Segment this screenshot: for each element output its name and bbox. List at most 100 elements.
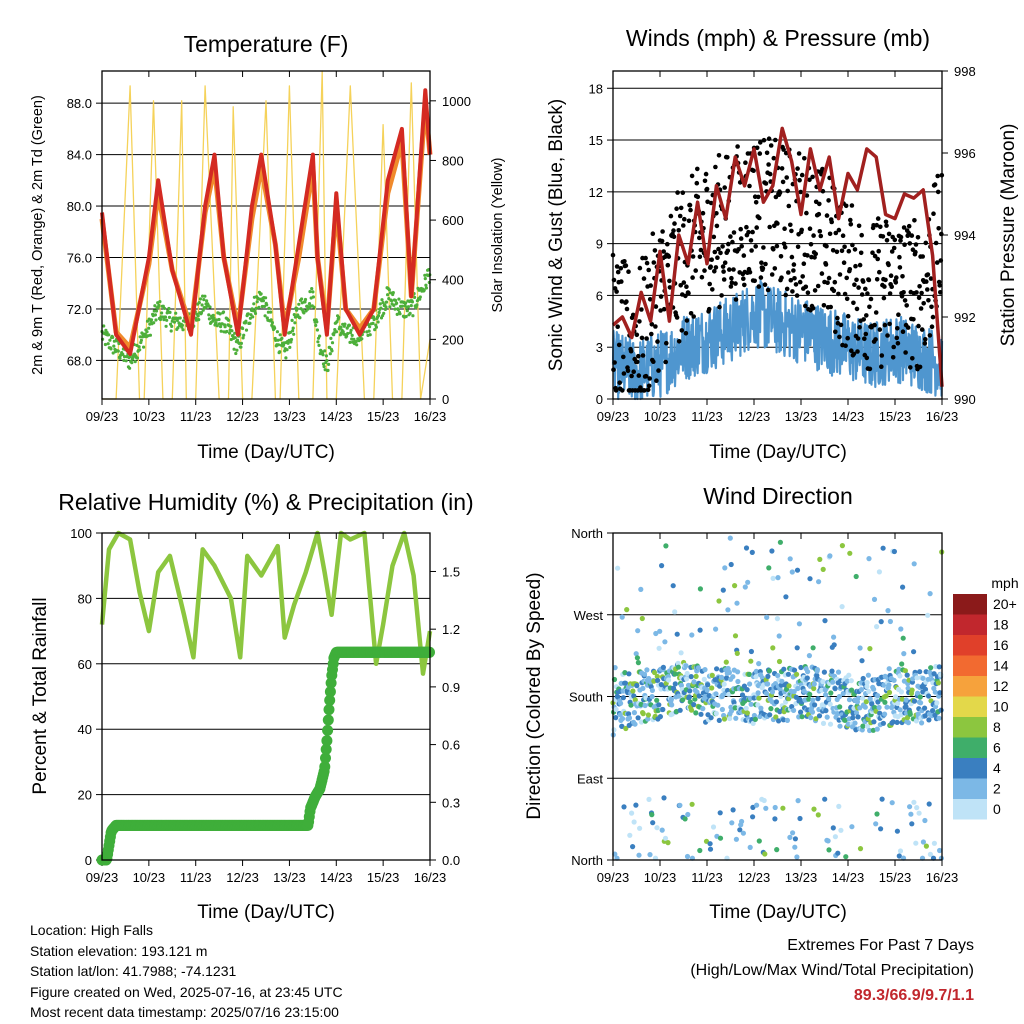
- x-tick-label: 10/23: [133, 409, 166, 424]
- legend-label: 0: [993, 801, 1001, 817]
- temperature-panel: Temperature (F) 68.0 72.0 76.0 80.0 84.0 88.0…: [30, 31, 506, 463]
- dewpoint-point: [329, 336, 333, 340]
- dewpoint-point: [372, 315, 376, 319]
- direction-point: [732, 633, 739, 639]
- gust-point: [864, 355, 870, 361]
- gust-point: [640, 353, 646, 358]
- gust-point: [643, 255, 648, 261]
- gust-point: [757, 215, 762, 221]
- dewpoint-point: [269, 310, 273, 314]
- dewpoint-point: [172, 320, 177, 324]
- x-tick-label: 12/23: [226, 409, 259, 424]
- direction-point: [830, 825, 836, 831]
- dewpoint-point: [214, 321, 218, 325]
- y-right-tick-label: 990: [954, 392, 976, 407]
- gust-point: [658, 294, 664, 299]
- y-right-tick-label: 0.9: [442, 680, 460, 695]
- gust-point: [624, 299, 629, 304]
- direction-point: [911, 561, 917, 567]
- dewpoint-point: [422, 288, 426, 292]
- direction-point: [867, 727, 873, 734]
- gust-point: [652, 248, 658, 253]
- gust-point: [891, 245, 897, 251]
- humidity-title: Relative Humidity (%) & Precipitation (i…: [58, 489, 473, 515]
- dewpoint-point: [410, 300, 414, 304]
- direction-point: [865, 672, 872, 678]
- dewpoint-point: [248, 316, 252, 320]
- gust-point: [896, 312, 901, 318]
- dewpoint-point: [321, 362, 326, 366]
- direction-point: [869, 701, 875, 707]
- direction-point: [846, 697, 853, 703]
- direction-point: [846, 672, 852, 678]
- y-tick-label: West: [574, 608, 604, 623]
- humidity-line: [99, 530, 433, 676]
- dewpoint-point: [231, 334, 235, 338]
- direction-point: [874, 624, 880, 630]
- gust-point: [703, 171, 709, 177]
- gust-point: [716, 153, 722, 158]
- dewpoint-point: [292, 313, 296, 317]
- gust-point: [731, 230, 737, 235]
- gust-point: [807, 177, 812, 183]
- dewpoint-point: [266, 310, 270, 314]
- direction-point: [826, 696, 832, 702]
- y-tick-label: 18: [589, 81, 603, 96]
- dewpoint-point: [112, 344, 116, 348]
- dewpoint-point: [254, 306, 258, 310]
- direction-point: [922, 817, 928, 824]
- gust-point: [759, 260, 764, 266]
- gust-point: [875, 256, 880, 262]
- gust-point: [729, 280, 735, 286]
- recent-timestamp: Most recent data timestamp: 2025/07/16 2…: [30, 1004, 339, 1020]
- y-right-tick-label: 998: [954, 64, 976, 79]
- direction-point: [676, 693, 682, 699]
- dewpoint-point: [265, 303, 269, 307]
- gust-point: [763, 261, 768, 267]
- gust-point: [773, 137, 778, 143]
- dewpoint-point: [278, 333, 282, 337]
- dewpoint-point: [157, 303, 161, 308]
- direction-point: [925, 676, 931, 682]
- gust-point: [898, 238, 903, 243]
- direction-point: [831, 642, 837, 648]
- gust-point: [905, 325, 911, 330]
- winds-ylabel-right: Station Pressure (Maroon): [998, 124, 1019, 347]
- direction-point: [672, 609, 678, 615]
- y-tick-label: 6: [596, 288, 603, 303]
- gust-point: [617, 380, 622, 386]
- direction-point: [899, 696, 905, 702]
- direction-point: [911, 698, 918, 704]
- direction-point: [742, 584, 748, 590]
- direction-point: [864, 680, 870, 686]
- gust-point: [639, 307, 644, 312]
- gust-point: [687, 202, 693, 208]
- x-tick-label: 14/23: [320, 409, 353, 424]
- gust-point: [766, 136, 772, 141]
- dewpoint-point: [197, 301, 201, 305]
- direction-point: [733, 715, 739, 721]
- gust-point: [614, 289, 619, 294]
- direction-point: [836, 694, 843, 700]
- gust-point: [644, 260, 650, 266]
- direction-point: [628, 702, 634, 708]
- gust-point: [859, 292, 865, 297]
- dewpoint-point: [160, 311, 164, 315]
- direction-point: [705, 682, 711, 688]
- dewpoint-point: [154, 309, 159, 313]
- direction-point: [726, 691, 732, 697]
- dewpoint-point: [139, 338, 143, 342]
- direction-point: [894, 719, 900, 726]
- dewpoint-point: [376, 320, 380, 324]
- dewpoint-point: [293, 315, 297, 319]
- direction-point: [630, 688, 636, 694]
- gust-point: [753, 244, 758, 249]
- direction-point: [805, 669, 811, 675]
- direction-point: [812, 702, 818, 708]
- gust-point: [886, 262, 891, 268]
- gust-point: [817, 201, 822, 207]
- dewpoint-point: [391, 291, 395, 295]
- dewpoint-point: [312, 305, 316, 309]
- direction-point: [748, 648, 755, 655]
- direction-point: [920, 675, 926, 682]
